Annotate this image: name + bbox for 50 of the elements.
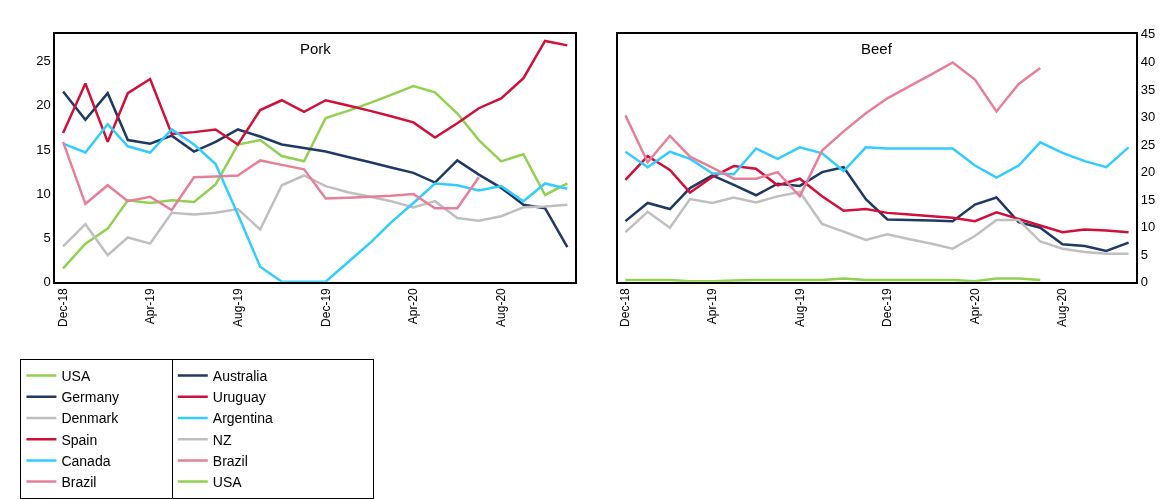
legend-label: Brazil: [61, 474, 97, 491]
legend-label: Canada: [61, 452, 111, 469]
line-series: [624, 190, 1130, 255]
legend-label: Germany: [61, 389, 120, 406]
y2-tick-label: 30: [1140, 109, 1156, 125]
y2-tick-label: 40: [1140, 53, 1156, 69]
x-tick-label: Aug-20: [1055, 287, 1070, 327]
x-tick-label: Aug-20: [494, 287, 509, 327]
y2-tick-label: 10: [1140, 219, 1156, 235]
x-tick-label: Apr-20: [406, 287, 421, 325]
x-tick-label: Dec-18: [618, 287, 633, 327]
x-tick-label: Dec-19: [318, 287, 333, 327]
x-tick-label: Dec-19: [880, 287, 895, 327]
legend-label: Australia: [212, 368, 268, 385]
y-tick-label: 5: [43, 230, 51, 246]
x-tick-label: Aug-19: [792, 287, 807, 327]
chart-title: Pork: [300, 40, 332, 57]
x-tick-label: Dec-18: [55, 287, 70, 327]
y2-tick-label: 35: [1140, 81, 1156, 97]
y2-tick-label: 5: [1140, 246, 1149, 262]
line-series: [624, 165, 1130, 253]
y2-tick-label: 20: [1140, 164, 1156, 180]
y2-tick-label: 45: [1140, 26, 1156, 42]
legend-label: Denmark: [61, 410, 120, 427]
legend-label: Spain: [61, 431, 98, 448]
y2-tick-label: 25: [1140, 136, 1156, 152]
y-tick-label: 25: [36, 52, 51, 68]
line-series: [624, 61, 1042, 198]
x-tick-label: Apr-20: [967, 287, 982, 325]
y-tick-label: 0: [43, 274, 51, 290]
x-tick-label: Apr-19: [143, 287, 158, 325]
legend-label: Uruguay: [212, 389, 266, 406]
legend-label: USA: [212, 474, 243, 491]
chart-title: Beef: [861, 40, 893, 57]
y-tick-label: 20: [36, 97, 51, 113]
legend-label: NZ: [212, 431, 232, 448]
y2-tick-label: 0: [1140, 274, 1149, 290]
x-tick-label: Aug-19: [230, 287, 245, 327]
line-series: [61, 39, 569, 146]
line-series: [624, 141, 1130, 179]
y2-tick-label: 15: [1140, 191, 1156, 207]
line-series: [61, 140, 481, 212]
line-series: [61, 174, 569, 257]
legend-label: Argentina: [212, 410, 273, 427]
y-tick-label: 10: [36, 185, 51, 201]
legend-label: Brazil: [212, 452, 248, 469]
legend-label: USA: [61, 368, 91, 385]
line-series: [624, 154, 1130, 234]
x-tick-label: Apr-19: [705, 287, 720, 325]
y-tick-label: 15: [36, 141, 51, 157]
